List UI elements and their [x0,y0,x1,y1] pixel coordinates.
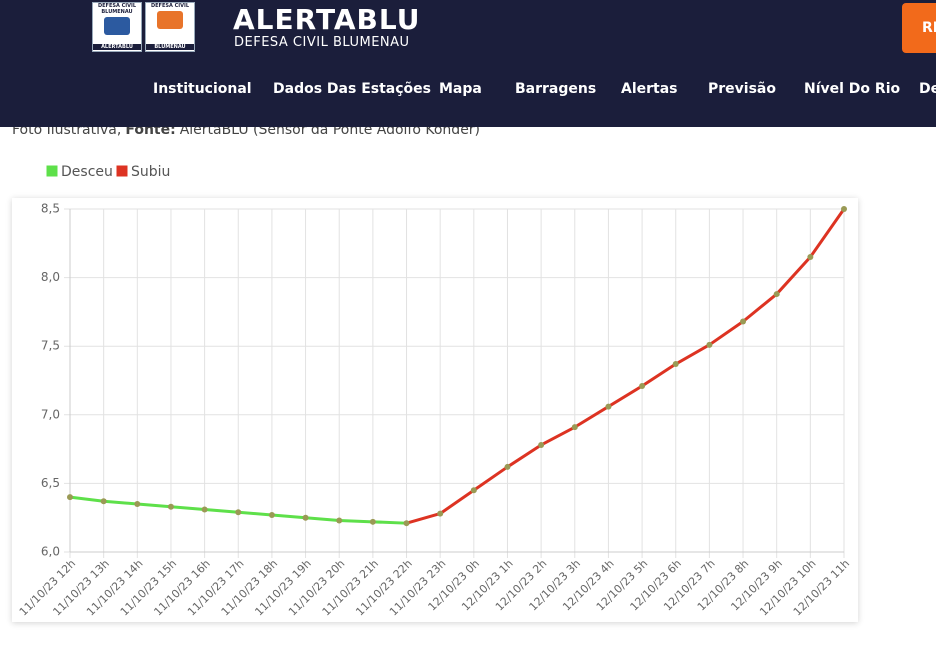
nav-item[interactable]: Mapa [439,81,482,97]
data-point [403,520,410,527]
data-point [571,424,578,431]
data-point [740,318,747,325]
y-tick-label: 6,5 [41,476,60,490]
data-point [336,517,343,524]
line-segment [539,425,577,447]
line-segment [203,507,240,514]
line-segment [741,292,779,324]
nav-item[interactable]: Dados Das Estações [273,81,431,97]
y-tick-label: 6,0 [41,545,60,559]
line-segment [270,513,308,520]
data-point [538,441,545,448]
line-segment [707,320,745,347]
line-segment [505,443,543,469]
data-point [369,518,376,525]
line-segment [68,495,106,503]
logo-text: BLUMENAU [101,9,133,15]
line-segment [775,255,812,296]
y-tick-label: 8,0 [41,270,60,284]
data-point [706,341,713,348]
logo-text: DEFESA CIVIL [150,3,190,9]
nav-item[interactable]: Nível Do Rio [804,81,901,97]
logo[interactable]: DEFESA CIVIL BLUMENAU [145,2,195,52]
line-segment [438,488,476,516]
x-tick-label: 11/10/23 12h [17,557,78,618]
logo-text: ALERTABLU [93,44,141,50]
data-point [773,291,780,298]
data-point [437,510,444,517]
data-point [841,206,847,212]
nav-item[interactable]: Alertas [621,81,678,97]
logo-icon [157,11,183,29]
site-subtitle: DEFESA CIVIL BLUMENAU [234,35,410,50]
line-segment [640,362,678,388]
nav-item[interactable]: Barragens [515,81,597,97]
logo-text: DEFESA CIVIL [97,3,137,9]
data-point [167,503,174,510]
legend-swatch [115,164,129,178]
site-title[interactable]: ALERTABLU [233,3,421,36]
data-point [302,514,309,521]
line-segment [371,520,409,525]
line-segment [606,384,644,409]
data-point [605,403,612,410]
line-segment [674,343,711,366]
nav-item[interactable]: Previsão [708,81,776,97]
data-point [134,500,141,507]
line-segment [808,207,846,259]
y-tick-label: 7,5 [41,339,60,353]
chart-card [12,198,858,622]
data-point [201,506,208,513]
nav-item[interactable]: De [919,81,936,97]
line-segment [304,516,341,522]
line-segment [135,502,173,509]
line-segment [472,465,509,492]
data-point [268,511,275,518]
nav-item[interactable]: Institucional [153,81,252,97]
logo-text: BLUMENAU [146,44,194,50]
legend-label: Subiu [131,164,170,180]
logo-icon [104,17,130,35]
line-segment [405,512,442,525]
header: DEFESA CIVIL BLUMENAU ALERTABLU DEFESA C… [0,0,936,127]
data-point [235,509,242,516]
button[interactable]: RE [902,3,936,53]
y-tick-label: 8,5 [41,202,60,216]
line-segment [236,510,274,517]
data-point [807,254,814,261]
line-segment [102,499,139,506]
data-point [639,382,646,389]
data-point [67,494,73,501]
legend-swatch [45,164,59,178]
line-segment [337,518,375,524]
line-segment [169,505,207,511]
data-point [100,498,107,505]
data-point [672,361,679,368]
y-tick-label: 7,0 [41,407,60,421]
data-point [504,463,511,470]
legend-label: Desceu [61,164,113,180]
logo[interactable]: DEFESA CIVIL BLUMENAU ALERTABLU [92,2,142,52]
line-segment [573,405,610,429]
data-point [470,487,477,494]
